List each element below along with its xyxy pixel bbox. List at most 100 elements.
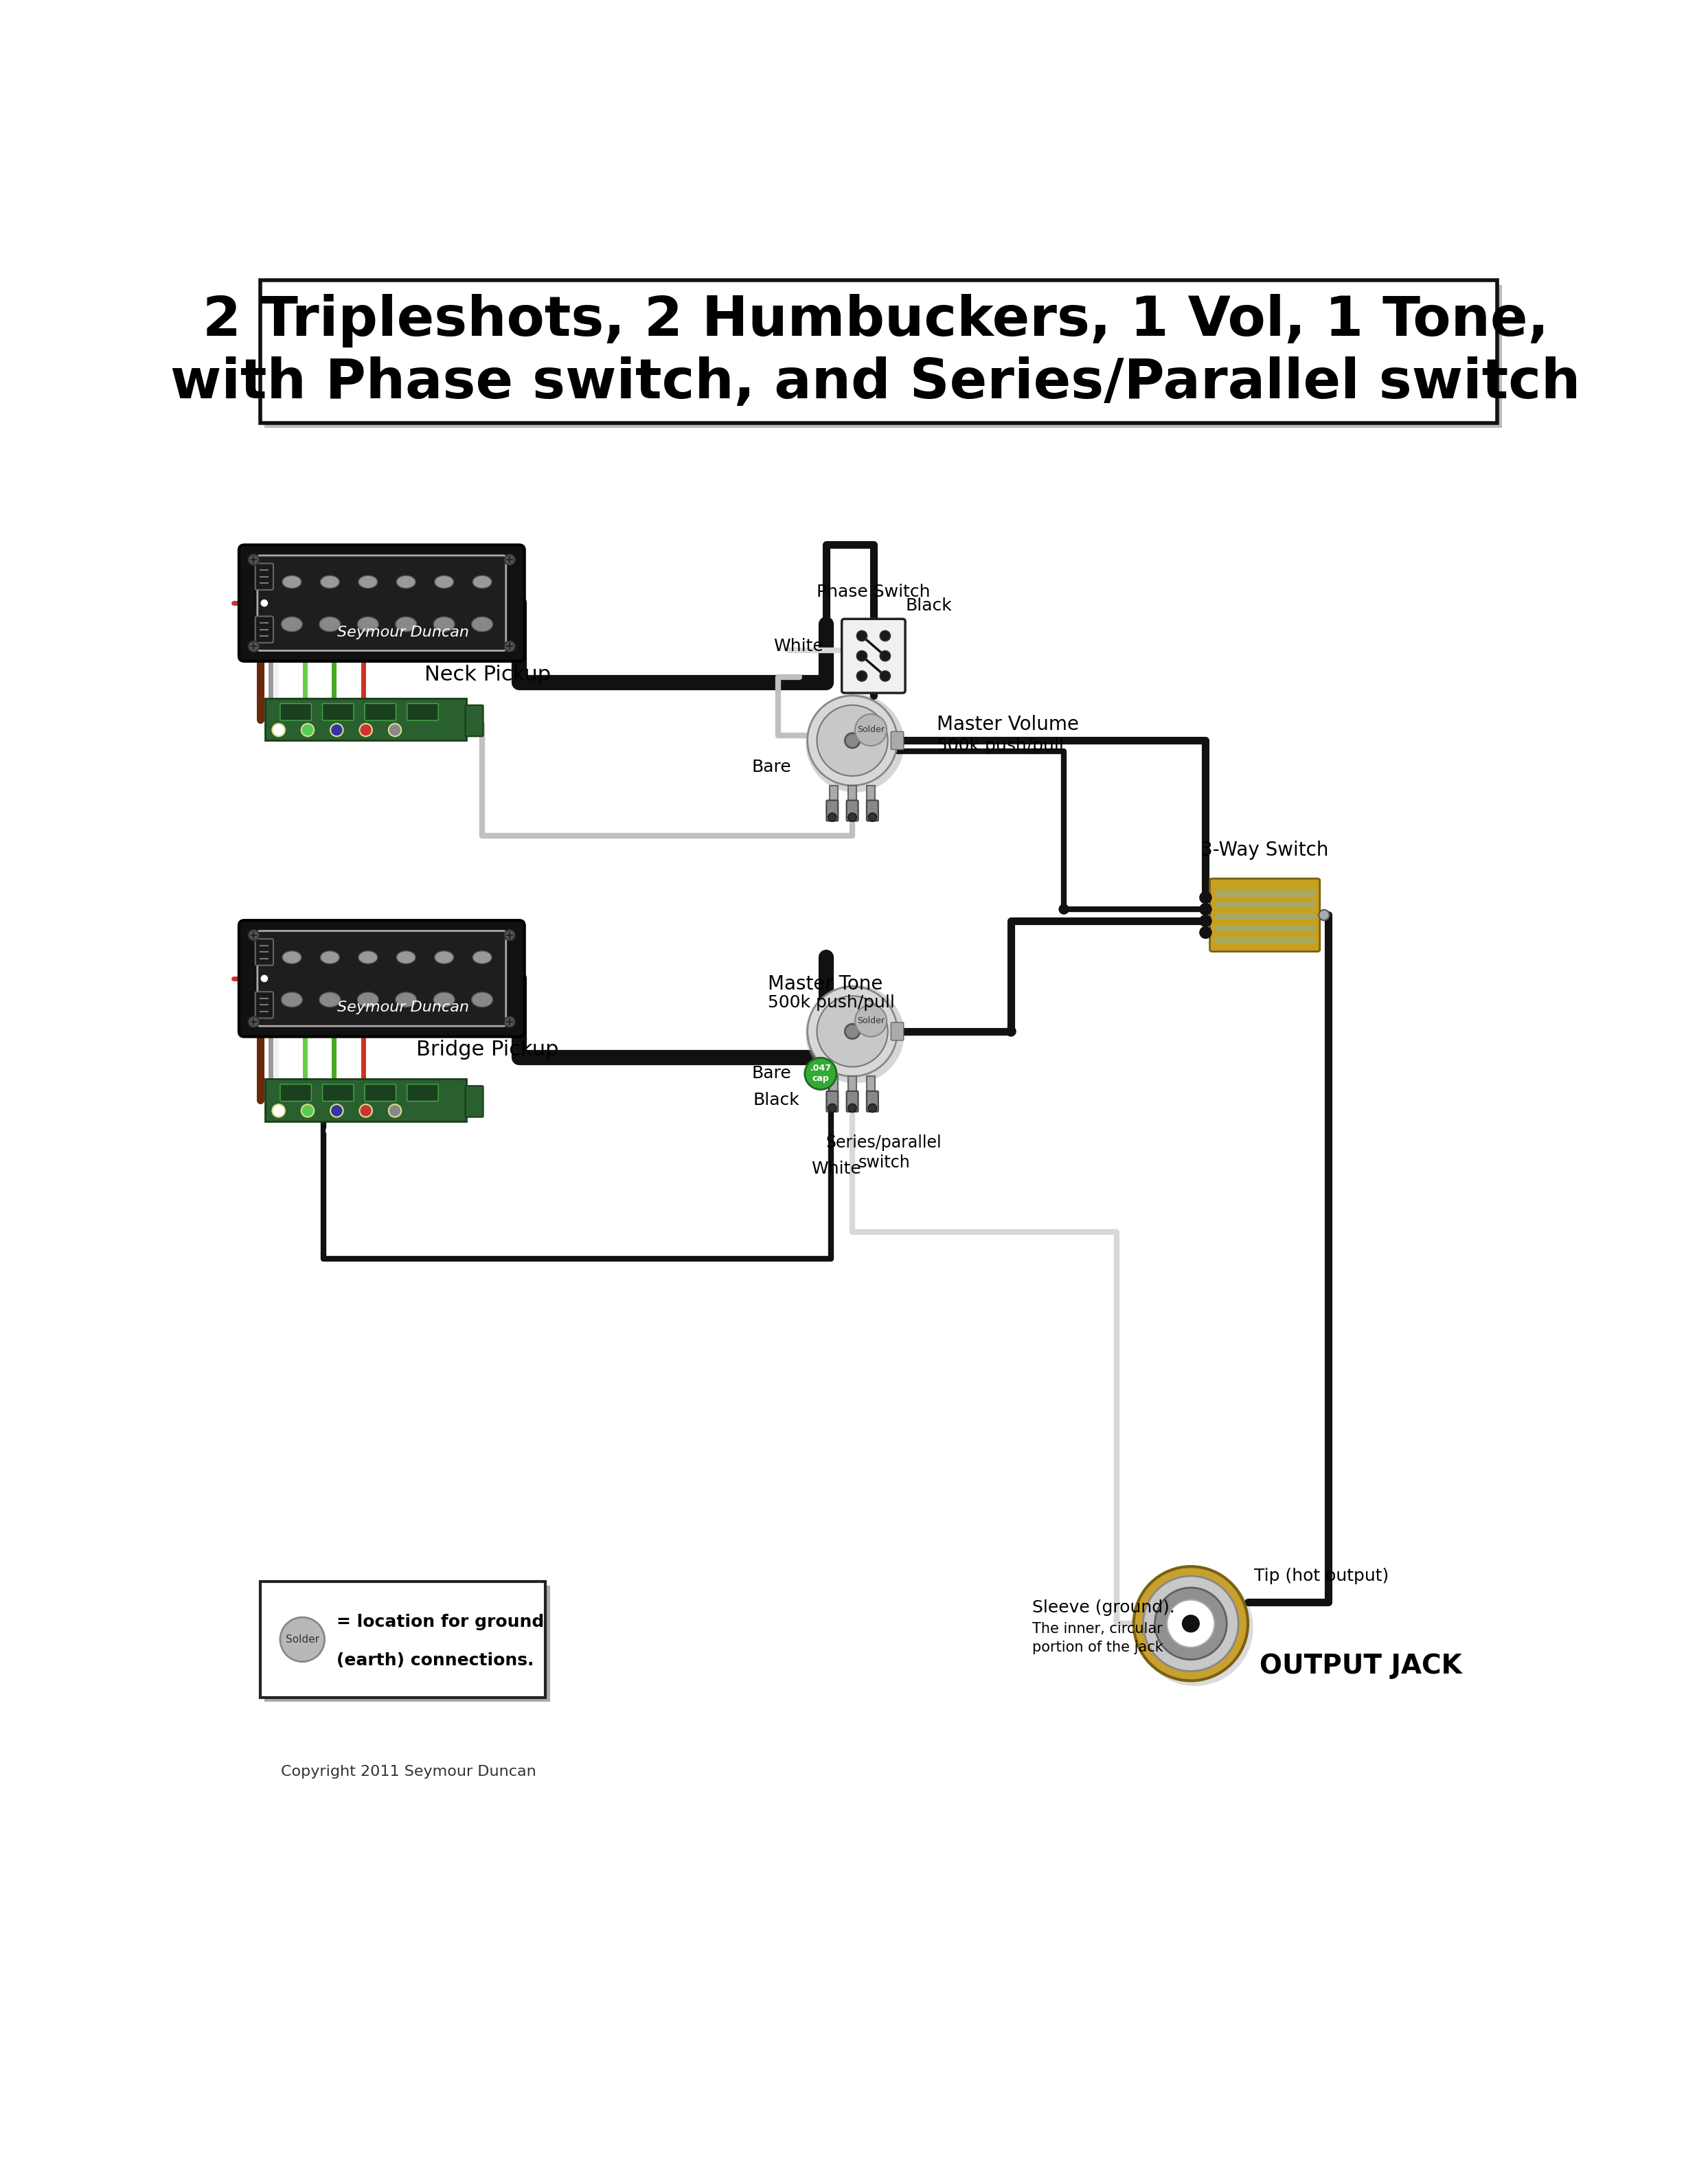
FancyBboxPatch shape (239, 921, 524, 1038)
Text: Black: Black (753, 1091, 799, 1109)
Bar (849, 1076, 857, 1091)
Circle shape (1199, 925, 1213, 938)
FancyBboxPatch shape (260, 1581, 545, 1698)
Circle shape (1201, 904, 1211, 915)
FancyBboxPatch shape (366, 703, 396, 720)
FancyBboxPatch shape (827, 1091, 839, 1111)
Bar (265, 1078, 466, 1122)
Text: Gnd: Gnd (383, 1126, 407, 1137)
Circle shape (808, 695, 897, 785)
Circle shape (806, 695, 904, 792)
Text: switch: switch (857, 1154, 910, 1171)
Circle shape (1199, 904, 1213, 915)
FancyBboxPatch shape (254, 938, 273, 966)
Circle shape (849, 813, 857, 822)
Bar (265, 699, 466, 740)
Text: Black: Black (905, 597, 951, 615)
FancyBboxPatch shape (407, 703, 439, 720)
Text: 2 Tripleshots, 2 Humbuckers, 1 Vol, 1 Tone,: 2 Tripleshots, 2 Humbuckers, 1 Vol, 1 To… (202, 293, 1549, 347)
FancyBboxPatch shape (847, 1091, 857, 1111)
Circle shape (301, 723, 314, 736)
Circle shape (1155, 1588, 1226, 1659)
Circle shape (1199, 891, 1213, 904)
Circle shape (248, 554, 260, 565)
Circle shape (1134, 1566, 1249, 1680)
Ellipse shape (434, 617, 454, 632)
Bar (1214, 925, 1315, 932)
Text: Bridge Pickup: Bridge Pickup (417, 1040, 559, 1059)
Circle shape (272, 1104, 285, 1117)
FancyBboxPatch shape (465, 1085, 483, 1117)
Circle shape (868, 813, 876, 822)
Text: with Phase switch, and Series/Parallel switch: with Phase switch, and Series/Parallel s… (171, 356, 1580, 410)
Ellipse shape (434, 951, 454, 964)
Circle shape (828, 813, 837, 822)
Ellipse shape (434, 576, 454, 589)
FancyBboxPatch shape (892, 1022, 904, 1040)
Text: Bare: Bare (752, 759, 791, 774)
Circle shape (856, 714, 886, 746)
Circle shape (849, 1104, 857, 1113)
Text: 500k push/pull: 500k push/pull (938, 738, 1064, 755)
Circle shape (1319, 910, 1329, 921)
Ellipse shape (321, 951, 340, 964)
Ellipse shape (357, 992, 379, 1007)
Circle shape (248, 1016, 260, 1027)
Circle shape (845, 1025, 859, 1040)
Text: .047
cap: .047 cap (810, 1063, 832, 1083)
FancyBboxPatch shape (407, 1085, 439, 1102)
Text: Tip (hot output): Tip (hot output) (1254, 1568, 1389, 1583)
Text: Bare: Bare (752, 1066, 791, 1083)
Text: G: G (304, 744, 313, 755)
Circle shape (856, 1005, 886, 1038)
Circle shape (261, 975, 268, 981)
Circle shape (1201, 928, 1211, 938)
Text: OUTPUT JACK: OUTPUT JACK (1259, 1652, 1462, 1678)
Ellipse shape (357, 617, 379, 632)
Text: W G B R  Gnd: W G B R Gnd (307, 1126, 398, 1139)
FancyBboxPatch shape (323, 1085, 354, 1102)
Text: W: W (273, 744, 284, 755)
Text: (earth) connections.: (earth) connections. (336, 1652, 535, 1670)
Circle shape (280, 1618, 325, 1661)
Circle shape (389, 1104, 401, 1117)
Circle shape (806, 986, 904, 1083)
Ellipse shape (282, 617, 302, 632)
FancyBboxPatch shape (827, 800, 839, 822)
Text: Solder: Solder (857, 725, 885, 733)
Text: Phase Switch: Phase Switch (816, 585, 931, 600)
Circle shape (1201, 915, 1211, 925)
Circle shape (504, 1016, 516, 1027)
Ellipse shape (359, 951, 377, 964)
Circle shape (261, 600, 268, 606)
Ellipse shape (396, 576, 415, 589)
FancyBboxPatch shape (260, 280, 1498, 423)
Circle shape (868, 1104, 876, 1113)
Text: White: White (811, 1160, 861, 1178)
Text: Seymour Duncan: Seymour Duncan (336, 626, 468, 638)
FancyBboxPatch shape (258, 932, 506, 1027)
Text: B: B (333, 744, 340, 755)
Text: White: White (774, 638, 823, 656)
Text: Copyright 2011 Seymour Duncan: Copyright 2011 Seymour Duncan (282, 1764, 536, 1780)
Circle shape (816, 997, 888, 1068)
Text: 500k push/pull: 500k push/pull (767, 994, 895, 1009)
FancyBboxPatch shape (1209, 878, 1320, 951)
Ellipse shape (282, 576, 301, 589)
Circle shape (857, 651, 868, 662)
Ellipse shape (471, 617, 492, 632)
Circle shape (1059, 904, 1069, 915)
FancyBboxPatch shape (866, 800, 878, 822)
Text: W: W (273, 1126, 284, 1137)
Bar (849, 785, 857, 802)
Text: Master Tone: Master Tone (767, 975, 883, 994)
Text: = location for ground: = location for ground (336, 1613, 545, 1631)
Bar (830, 1076, 839, 1091)
Circle shape (880, 630, 890, 641)
FancyBboxPatch shape (892, 731, 904, 748)
FancyBboxPatch shape (366, 1085, 396, 1102)
Bar (866, 1076, 874, 1091)
Circle shape (272, 723, 285, 736)
Bar (1214, 891, 1315, 897)
Ellipse shape (473, 951, 492, 964)
